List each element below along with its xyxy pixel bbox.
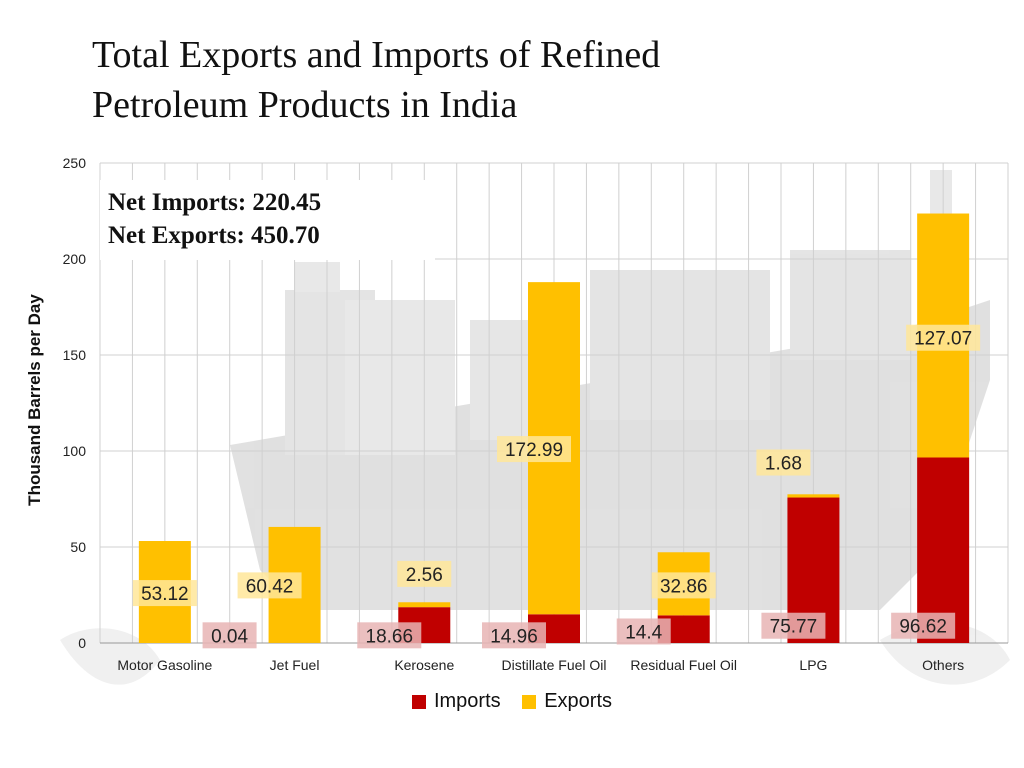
- y-axis-ticks: 0 50 100 150 200 250: [63, 155, 87, 651]
- data-label-exports-5-bg: [756, 449, 811, 476]
- data-label-exports-1-bg: [237, 572, 302, 599]
- data-label-exports-1: 60.42: [246, 576, 294, 597]
- net-imports-label: Net Imports: 220.45: [108, 189, 322, 216]
- x-tick-label: Kerosene: [394, 657, 454, 673]
- net-exports-label: Net Exports: 450.70: [108, 222, 320, 249]
- bar-imports-6: [917, 457, 970, 643]
- y-tick-label: 100: [63, 443, 87, 459]
- data-label-imports-6: 96.62: [899, 617, 947, 638]
- legend-label-imports: Imports: [433, 690, 501, 712]
- data-label-imports-3-bg: [482, 622, 546, 649]
- data-label-imports-1-bg: [202, 622, 257, 649]
- x-tick-label: Others: [922, 657, 964, 673]
- data-label-exports-6-bg: [906, 324, 981, 351]
- title-line-1: Total Exports and Imports of Refined: [92, 34, 661, 76]
- data-label-exports-2-bg: [397, 560, 452, 587]
- data-label-exports-5: 1.68: [765, 454, 802, 475]
- legend-swatch-imports: [411, 694, 426, 709]
- x-tick-label: Jet Fuel: [270, 657, 320, 673]
- legend-label-exports: Exports: [544, 690, 613, 712]
- data-label-exports-4: 32.86: [660, 576, 708, 597]
- x-tick-label: Motor Gasoline: [117, 657, 212, 673]
- data-label-exports-2: 2.56: [406, 565, 443, 586]
- data-label-exports-6: 127.07: [914, 329, 972, 350]
- ship-background-illustration: [60, 170, 1010, 685]
- x-tick-label: Distillate Fuel Oil: [501, 657, 606, 673]
- x-axis-ticks: Motor Gasoline Jet Fuel Kerosene Distillate…: [117, 657, 964, 673]
- chart-title: Total Exports and Imports of Refined Pet…: [92, 30, 792, 130]
- data-label-imports-5: 75.77: [770, 617, 818, 638]
- y-tick-label: 200: [63, 251, 87, 267]
- y-tick-label: 150: [63, 347, 87, 363]
- legend-swatch-exports: [522, 694, 537, 709]
- y-tick-label: 50: [70, 539, 86, 555]
- data-label-exports-0-bg: [132, 580, 197, 607]
- data-label-exports-0: 53.12: [141, 584, 189, 605]
- data-label-imports-4-bg: [616, 618, 671, 645]
- data-label-imports-4: 14.4: [625, 622, 662, 643]
- net-summary-box: Net Imports: 220.45 Net Exports: 450.70: [100, 180, 435, 260]
- legend: Imports Exports: [0, 690, 1024, 715]
- data-label-imports-5-bg: [761, 612, 826, 639]
- legend-item-exports[interactable]: Exports: [522, 690, 612, 713]
- data-label-imports-3: 14.96: [490, 626, 538, 647]
- x-tick-label: Residual Fuel Oil: [630, 657, 737, 673]
- data-label-imports-6-bg: [891, 612, 956, 639]
- data-label-imports-1: 0.04: [211, 626, 248, 647]
- bar-exports-5: [787, 494, 840, 498]
- y-tick-label: 0: [78, 635, 86, 651]
- legend-item-imports[interactable]: Imports: [411, 690, 501, 713]
- data-labels: 53.12 60.42 0.04 2.56 18.66 172.99 14.96 32.86 1…: [132, 324, 981, 649]
- data-label-exports-3: 172.99: [505, 440, 563, 461]
- title-line-2: Petroleum Products in India: [92, 84, 518, 126]
- data-label-exports-3-bg: [497, 436, 571, 463]
- data-label-exports-4-bg: [651, 572, 716, 599]
- data-label-imports-2: 18.66: [366, 626, 414, 647]
- x-tick-label: LPG: [799, 657, 827, 673]
- y-tick-label: 250: [63, 155, 87, 171]
- y-axis-label: Thousand Barrels per Day: [25, 294, 44, 506]
- bar-exports-2: [398, 602, 451, 608]
- data-label-imports-2-bg: [357, 622, 422, 649]
